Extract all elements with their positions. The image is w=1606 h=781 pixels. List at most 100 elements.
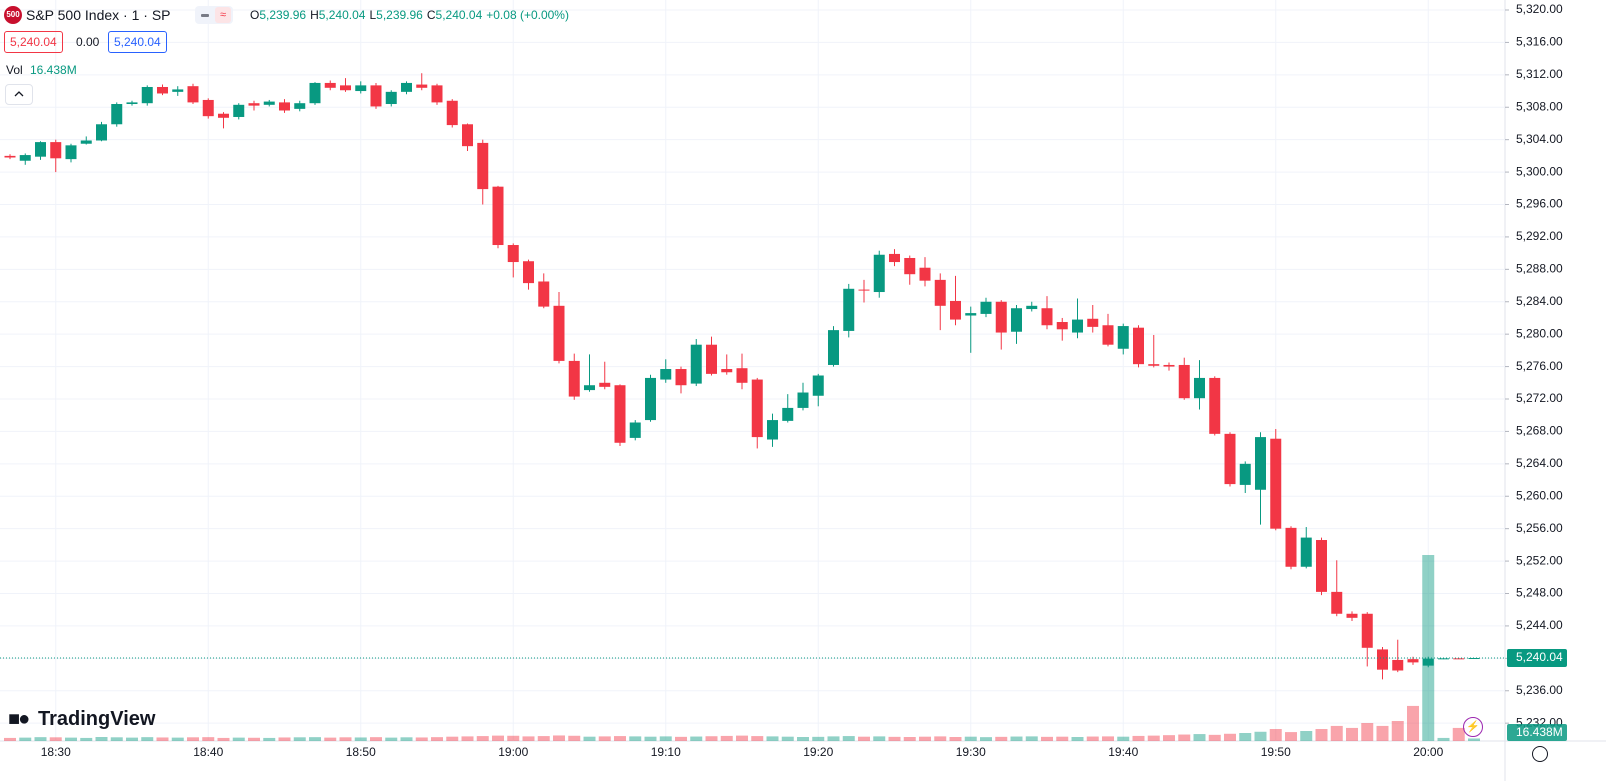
volume-bar: [903, 737, 916, 741]
candle-body: [80, 140, 92, 144]
volume-bar: [1208, 734, 1221, 741]
candle-body: [324, 82, 336, 88]
volume-bar: [370, 737, 382, 741]
settings-button[interactable]: [1532, 746, 1548, 762]
volume-bar: [1086, 736, 1099, 741]
y-tick-label: 5,252.00: [1516, 553, 1563, 567]
volume-bar: [1102, 736, 1114, 741]
candle-body: [1438, 658, 1449, 660]
y-tick-label: 5,308.00: [1516, 99, 1563, 113]
bid-price[interactable]: 5,240.04: [4, 31, 63, 53]
candle-body: [904, 257, 916, 275]
toggle-group[interactable]: ≈: [195, 6, 233, 24]
candle-body: [19, 155, 31, 161]
volume-bar: [812, 736, 825, 741]
volume-bar: [278, 737, 291, 741]
x-tick-label: 18:30: [41, 745, 71, 759]
volume-bar: [980, 737, 992, 741]
symbol-title[interactable]: S&P 500 Index · 1 · SP: [26, 7, 171, 23]
x-tick-label: 19:30: [956, 745, 986, 759]
candle-body: [126, 102, 138, 105]
candle-body: [1331, 591, 1343, 614]
volume-bar: [827, 736, 840, 741]
volume-bar: [1239, 733, 1252, 741]
volume-bar: [842, 736, 855, 741]
volume-bar: [80, 737, 93, 741]
candle-body: [370, 85, 382, 107]
volume-bar: [309, 737, 321, 741]
logo-mark: ■●: [8, 708, 30, 730]
volume-bar: [4, 737, 16, 741]
volume-bar: [1056, 736, 1069, 741]
last-price-box: [1507, 649, 1567, 668]
volume-bar: [644, 736, 657, 741]
candle-body: [1270, 438, 1282, 529]
candle-body: [1422, 658, 1434, 666]
ask-price[interactable]: 5,240.04: [108, 31, 167, 53]
alert-button[interactable]: ⚡: [1463, 717, 1483, 737]
candle-body: [1133, 327, 1144, 365]
candle-body: [462, 124, 473, 147]
y-tick-label: 5,316.00: [1516, 35, 1563, 49]
volume-bar: [1361, 723, 1374, 741]
grid: [0, 0, 1505, 741]
volume-bar: [598, 736, 611, 741]
x-tick-label: 19:50: [1261, 745, 1291, 759]
candle-body: [187, 86, 199, 103]
y-tick-label: 5,312.00: [1516, 67, 1563, 81]
logo[interactable]: ■● TradingView: [8, 708, 155, 731]
candle-body: [1163, 364, 1175, 367]
candle-body: [1148, 364, 1160, 366]
last-price-label: 5,240.04: [1516, 650, 1563, 664]
volume-bar: [248, 737, 260, 741]
candle-body: [248, 103, 260, 106]
volume-bar: [1025, 736, 1038, 741]
y-tick-label: 5,276.00: [1516, 359, 1563, 373]
y-tick-label: 5,296.00: [1516, 197, 1563, 211]
volume-bar: [141, 737, 154, 741]
candle-body: [96, 124, 107, 141]
volume-bar: [507, 735, 520, 741]
candle-body: [1453, 658, 1465, 660]
volume-bar: [614, 736, 626, 741]
volume-bar: [934, 736, 947, 741]
candle-body: [507, 245, 519, 263]
candle-body: [950, 300, 961, 320]
candle-body: [523, 261, 534, 284]
y-tick-label: 5,280.00: [1516, 326, 1563, 340]
y-tick-label: 5,248.00: [1516, 586, 1563, 600]
volume-bar: [537, 736, 550, 741]
volume-bar: [1193, 734, 1206, 741]
volume-value: 16.438M: [30, 63, 77, 77]
volume-bar: [202, 737, 215, 741]
candle-body: [629, 422, 641, 438]
symbol-badge[interactable]: 500: [4, 6, 22, 24]
volume-bar: [629, 736, 642, 741]
volume-bar: [919, 736, 931, 741]
volume-bar: [1315, 729, 1328, 741]
collapse-button[interactable]: [5, 84, 33, 105]
candle-body: [50, 142, 62, 159]
volume-bar: [431, 737, 443, 741]
volume-bar: [1163, 735, 1175, 741]
candle-body: [1377, 649, 1388, 670]
volume-bar: [659, 736, 672, 741]
volume-bar: [751, 736, 764, 741]
candle-body: [797, 392, 809, 408]
candle-body: [767, 420, 778, 440]
candle-body: [477, 142, 489, 190]
candle-body: [538, 281, 550, 307]
candle-body: [1087, 318, 1099, 327]
volume-bar: [156, 737, 169, 741]
candle-body: [1239, 463, 1251, 485]
ohlc-key: L: [369, 8, 377, 22]
x-tick-label: 19:20: [803, 745, 833, 759]
volume-bar: [1468, 738, 1480, 741]
y-tick-label: 5,284.00: [1516, 294, 1563, 308]
volume-bar: [1178, 734, 1191, 741]
change: +0.08 (+0.00%): [486, 8, 569, 22]
candle-body: [645, 377, 656, 421]
y-tick-label: 5,288.00: [1516, 262, 1563, 276]
